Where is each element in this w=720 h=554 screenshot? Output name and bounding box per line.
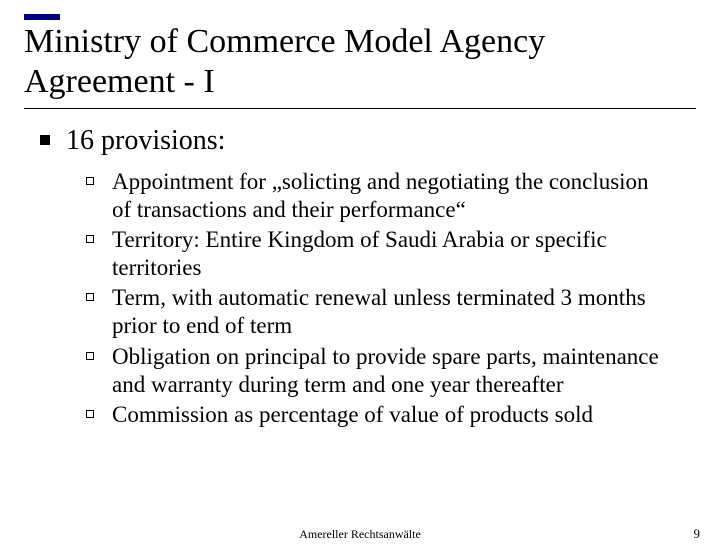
hollow-square-bullet-icon [86,352,94,360]
sublist: Appointment for „solicting and negotiati… [86,168,680,428]
level2-text: Appointment for „solicting and negotiati… [112,168,672,224]
list-item-level2: Term, with automatic renewal unless term… [86,284,680,340]
level2-text: Commission as percentage of value of pro… [112,401,593,429]
level2-text: Obligation on principal to provide spare… [112,343,672,399]
title-area: Ministry of Commerce Model Agency Agreem… [24,14,696,109]
list-item-level1: 16 provisions: [40,123,680,158]
content-area: 16 provisions: Appointment for „solictin… [40,123,680,428]
hollow-square-bullet-icon [86,235,94,243]
list-item-level2: Commission as percentage of value of pro… [86,401,680,429]
level2-text: Term, with automatic renewal unless term… [112,284,672,340]
square-bullet-icon [40,135,50,145]
hollow-square-bullet-icon [86,293,94,301]
slide: Ministry of Commerce Model Agency Agreem… [0,14,720,554]
hollow-square-bullet-icon [86,177,94,185]
list-item-level2: Obligation on principal to provide spare… [86,343,680,399]
hollow-square-bullet-icon [86,410,94,418]
level1-text: 16 provisions: [66,123,225,158]
list-item-level2: Appointment for „solicting and negotiati… [86,168,680,224]
list-item-level2: Territory: Entire Kingdom of Saudi Arabi… [86,226,680,282]
level2-text: Territory: Entire Kingdom of Saudi Arabi… [112,226,672,282]
title-accent-bar [24,14,60,20]
slide-title: Ministry of Commerce Model Agency Agreem… [24,22,696,102]
